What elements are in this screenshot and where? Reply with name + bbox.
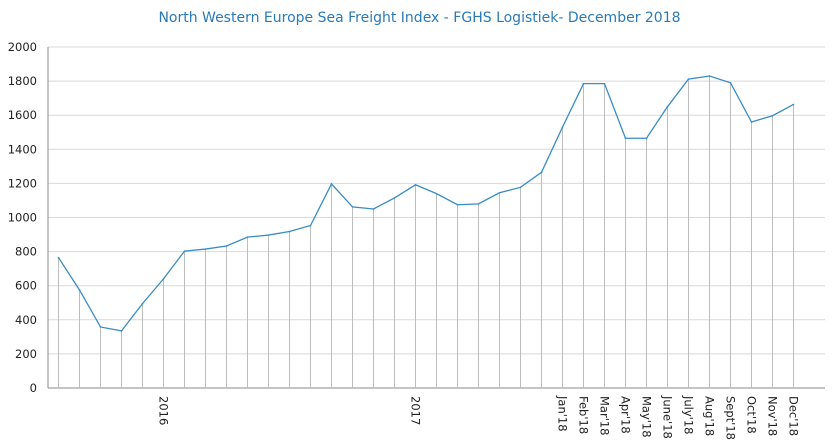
data-point: [162, 278, 165, 280]
data-point: [330, 183, 333, 185]
data-point: [519, 186, 522, 189]
x-tick-label: 2017: [409, 396, 423, 425]
data-point: [729, 82, 732, 84]
data-point: [771, 114, 774, 117]
data-point: [750, 121, 753, 123]
data-point: [624, 137, 627, 140]
y-tick-label: 1800: [8, 74, 37, 88]
chart-title: North Western Europe Sea Freight Index -…: [158, 10, 681, 26]
y-tick-label: 800: [15, 245, 37, 259]
y-tick-label: 400: [15, 313, 37, 327]
x-tick-label: Aug'18: [703, 396, 717, 436]
data-point: [309, 224, 312, 227]
data-point: [78, 289, 81, 291]
data-point: [477, 203, 480, 205]
y-tick-label: 1400: [8, 142, 37, 156]
data-point: [498, 191, 501, 194]
x-tick-label: 2016: [157, 396, 171, 425]
data-point: [288, 230, 291, 233]
x-tick-label: Feb'18: [577, 396, 591, 434]
data-point: [246, 236, 249, 238]
x-tick-label: Mar'18: [598, 396, 612, 436]
data-point: [267, 234, 270, 236]
y-tick-label: 0: [30, 381, 37, 395]
x-tick-label: May'18: [640, 396, 654, 438]
data-point: [666, 105, 669, 108]
data-point: [183, 250, 186, 252]
data-point: [99, 326, 102, 328]
data-point: [204, 248, 207, 250]
data-point: [456, 203, 459, 206]
data-point: [393, 197, 396, 199]
data-point: [603, 82, 606, 85]
x-tick-label: June'18: [661, 395, 675, 439]
x-tick-label: Jan'18: [556, 395, 570, 432]
data-point: [57, 256, 60, 259]
x-tick-label: Oct'18: [745, 396, 759, 434]
y-tick-label: 1600: [8, 108, 37, 122]
y-tick-label: 200: [15, 347, 37, 361]
x-tick-label: Dec'18: [787, 396, 801, 436]
x-tick-label: July'18: [682, 395, 696, 434]
data-point: [561, 126, 564, 128]
data-point: [687, 78, 690, 80]
y-tick-label: 1200: [8, 176, 37, 190]
data-point: [540, 171, 543, 174]
data-point: [351, 206, 354, 208]
data-point: [708, 75, 711, 77]
data-point: [435, 192, 438, 195]
x-tick-label: Apr'18: [619, 396, 633, 434]
data-point: [792, 103, 795, 106]
data-point: [414, 183, 417, 186]
data-point: [372, 208, 375, 210]
x-tick-label: Sept'18: [724, 396, 738, 440]
y-tick-label: 600: [15, 279, 37, 293]
x-tick-label: Nov'18: [766, 396, 780, 436]
y-tick-label: 1000: [8, 211, 37, 225]
data-point: [225, 245, 228, 247]
data-point: [120, 330, 123, 332]
data-point: [141, 302, 144, 305]
y-tick-label: 2000: [8, 40, 37, 54]
series-line: [57, 75, 794, 332]
data-point: [582, 82, 585, 85]
data-point: [645, 137, 648, 140]
